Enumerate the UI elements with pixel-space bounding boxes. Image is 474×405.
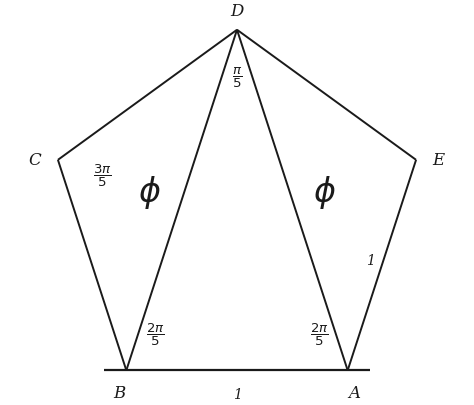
Text: D: D [230,3,244,19]
Text: 1: 1 [366,254,375,267]
Text: B: B [114,384,126,401]
Text: E: E [433,152,445,169]
Text: C: C [28,152,41,169]
Text: $\dfrac{2\pi}{5}$: $\dfrac{2\pi}{5}$ [310,321,328,347]
Text: $\dfrac{\pi}{5}$: $\dfrac{\pi}{5}$ [232,66,242,90]
Text: 1: 1 [233,387,241,401]
Text: $\phi$: $\phi$ [313,173,336,210]
Text: $\phi$: $\phi$ [138,173,161,210]
Text: $\dfrac{3\pi}{5}$: $\dfrac{3\pi}{5}$ [93,163,111,189]
Text: A: A [348,384,360,401]
Text: $\dfrac{2\pi}{5}$: $\dfrac{2\pi}{5}$ [146,321,164,347]
